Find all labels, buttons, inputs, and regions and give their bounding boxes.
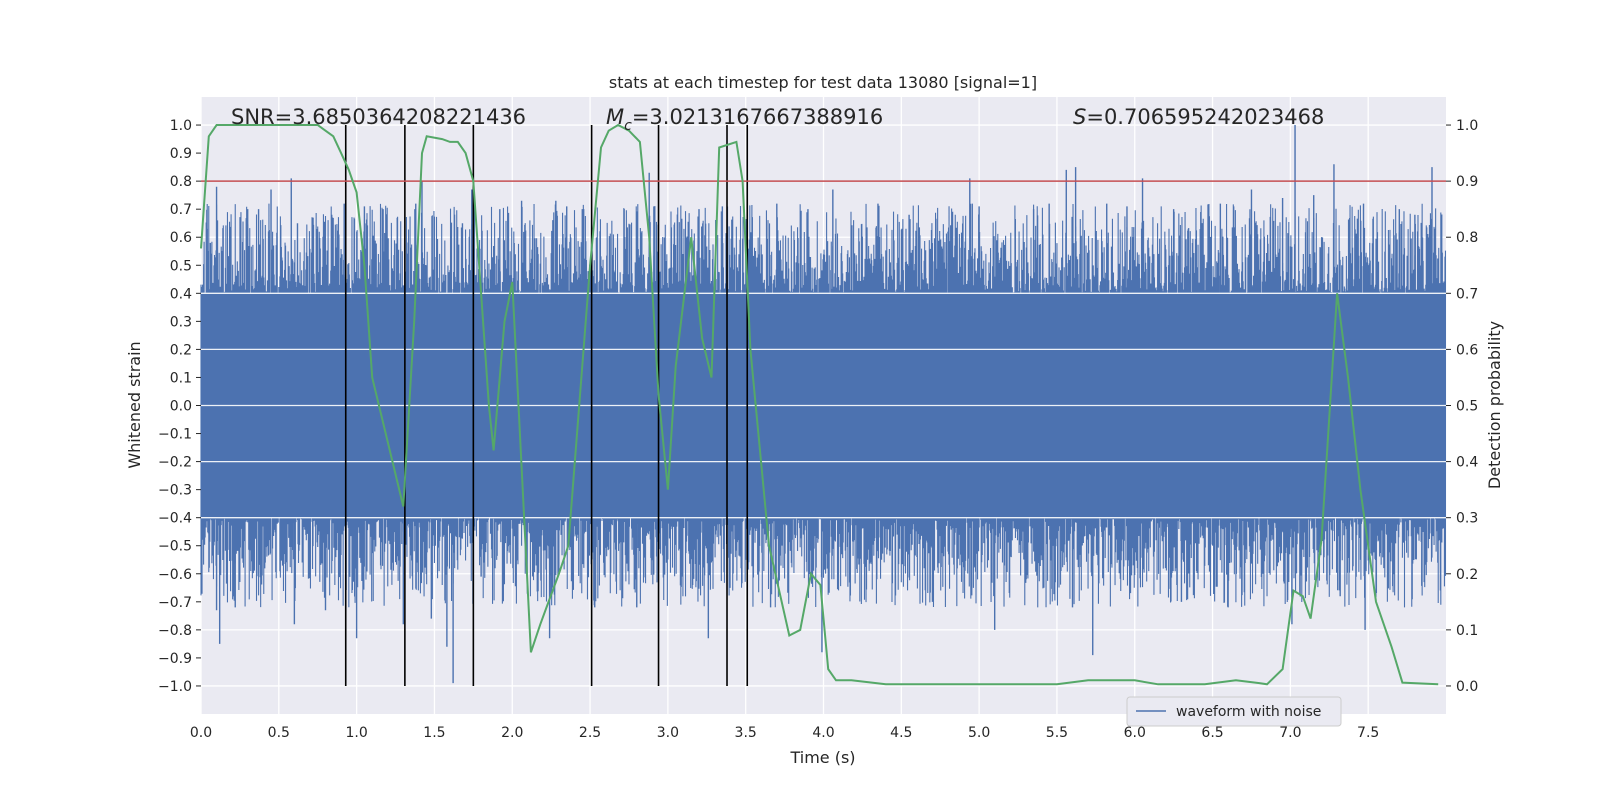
x-tick-label-7: 3.5 bbox=[735, 725, 757, 741]
y-left-tick-label-17: −0.7 bbox=[158, 595, 192, 611]
y-right-tick-label-6: 0.4 bbox=[1456, 455, 1478, 471]
y-left-tick-label-20: −1.0 bbox=[158, 679, 192, 695]
mc-value: =3.0213167667388916 bbox=[632, 105, 883, 129]
y-left-tick-label-1: 0.9 bbox=[170, 146, 192, 162]
y-right-tick-label-2: 0.8 bbox=[1456, 230, 1478, 246]
x-tick-label-4: 2.0 bbox=[501, 725, 523, 741]
x-tick-label-6: 3.0 bbox=[657, 725, 679, 741]
y-left-axis-label: Whitened strain bbox=[125, 341, 144, 468]
x-tick-label-2: 1.0 bbox=[345, 725, 367, 741]
legend: waveform with noise bbox=[1126, 696, 1342, 727]
y-left-axis-ticks: 1.0 0.9 0.8 0.7 0.6 0.5 0.4 0.3 0.2 0.1 0.0 −0.1 −0.… bbox=[158, 118, 201, 695]
x-tick-label-8: 4.0 bbox=[812, 725, 834, 741]
y-left-tick-label-7: 0.3 bbox=[170, 314, 192, 330]
y-left-tick-label-3: 0.7 bbox=[170, 202, 192, 218]
x-tick-label-12: 6.0 bbox=[1124, 725, 1146, 741]
y-left-tick-label-8: 0.2 bbox=[170, 342, 192, 358]
y-left-tick-label-19: −0.9 bbox=[158, 651, 192, 667]
y-right-axis-ticks: 1.0 0.9 0.8 0.7 0.6 0.5 0.4 0.3 0.2 0.1 0.0 bbox=[1446, 118, 1478, 695]
x-tick-label-14: 7.0 bbox=[1279, 725, 1301, 741]
chirp-mass-annotation: Mc=3.0213167667388916 bbox=[606, 105, 883, 134]
s-annotation: S=0.706595242023468 bbox=[1073, 105, 1324, 129]
x-tick-label-13: 6.5 bbox=[1201, 725, 1223, 741]
y-right-tick-label-7: 0.3 bbox=[1456, 511, 1478, 527]
y-left-tick-label-4: 0.6 bbox=[170, 230, 192, 246]
y-right-tick-label-4: 0.6 bbox=[1456, 342, 1478, 358]
mc-symbol: M bbox=[606, 105, 624, 129]
vertical-markers bbox=[344, 125, 749, 686]
y-right-tick-label-8: 0.2 bbox=[1456, 567, 1478, 583]
y-left-tick-label-11: −0.1 bbox=[158, 427, 192, 443]
y-right-tick-label-1: 0.9 bbox=[1456, 174, 1478, 190]
x-tick-label-3: 1.5 bbox=[423, 725, 445, 741]
y-left-tick-label-6: 0.4 bbox=[170, 286, 192, 302]
x-axis-label: Time (s) bbox=[789, 748, 855, 767]
probability-series bbox=[200, 123, 1439, 686]
y-left-tick-label-15: −0.5 bbox=[158, 539, 192, 555]
y-right-axis-label: Detection probability bbox=[1485, 321, 1504, 489]
y-left-tick-label-18: −0.8 bbox=[158, 623, 192, 639]
chart-title: stats at each timestep for test data 130… bbox=[609, 73, 1037, 92]
x-tick-label-1: 0.5 bbox=[268, 725, 290, 741]
x-tick-label-0: 0.0 bbox=[190, 725, 212, 741]
y-left-tick-label-5: 0.5 bbox=[170, 258, 192, 274]
y-right-tick-label-9: 0.1 bbox=[1456, 623, 1478, 639]
s-value: =0.706595242023468 bbox=[1086, 105, 1324, 129]
mc-subscript: c bbox=[624, 118, 632, 134]
y-right-tick-label-10: 0.0 bbox=[1456, 679, 1478, 695]
probability-line bbox=[200, 123, 1439, 686]
y-right-tick-label-5: 0.5 bbox=[1456, 399, 1478, 415]
x-tick-label-10: 5.0 bbox=[968, 725, 990, 741]
legend-label: waveform with noise bbox=[1176, 704, 1321, 720]
y-left-tick-label-2: 0.8 bbox=[170, 174, 192, 190]
snr-annotation: SNR=3.6850364208221436 bbox=[231, 105, 526, 129]
y-left-tick-label-9: 0.1 bbox=[170, 370, 192, 386]
s-symbol: S bbox=[1073, 105, 1086, 129]
y-right-tick-label-3: 0.7 bbox=[1456, 286, 1478, 302]
y-left-tick-label-16: −0.6 bbox=[158, 567, 192, 583]
x-tick-label-15: 7.5 bbox=[1357, 725, 1379, 741]
y-left-tick-label-10: 0.0 bbox=[170, 399, 192, 415]
x-tick-label-9: 4.5 bbox=[890, 725, 912, 741]
x-axis-ticks: 0.0 0.5 1.0 1.5 2.0 2.5 3.0 3.5 4.0 4.5 5.0 5.5 6.0 6… bbox=[190, 725, 1379, 741]
y-left-tick-label-0: 1.0 bbox=[170, 118, 192, 134]
y-right-tick-label-0: 1.0 bbox=[1456, 118, 1478, 134]
y-left-tick-label-14: −0.4 bbox=[158, 511, 192, 527]
y-left-tick-label-12: −0.2 bbox=[158, 455, 192, 471]
legend-box bbox=[1126, 696, 1342, 727]
x-tick-label-5: 2.5 bbox=[579, 725, 601, 741]
y-left-tick-label-13: −0.3 bbox=[158, 483, 192, 499]
x-tick-label-11: 5.5 bbox=[1046, 725, 1068, 741]
